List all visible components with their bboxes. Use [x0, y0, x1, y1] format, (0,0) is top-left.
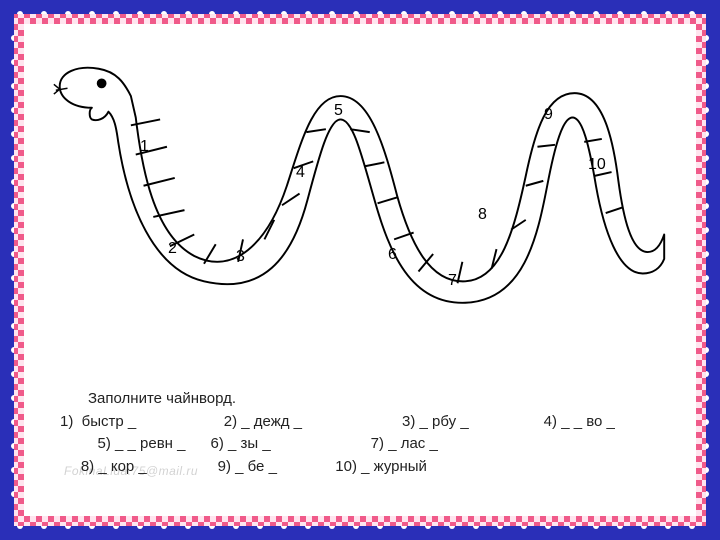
task-line: 1) быстр _ 2) _ дежд _ 3) _ рбу _ 4) _ _… [60, 411, 664, 434]
segment-number: 2 [168, 240, 177, 258]
watermark-text: FokinaLida.75@mail.ru [64, 464, 198, 478]
segment-number: 9 [544, 106, 553, 124]
segment-number: 4 [296, 164, 305, 182]
segment-number: 10 [588, 156, 606, 174]
segment-number: 7 [448, 272, 457, 290]
task-title: Заполните чайнворд. [60, 388, 664, 411]
snake-diagram: 1 2 3 4 5 6 7 8 9 10 [48, 36, 672, 316]
slide-frame: 1 2 3 4 5 6 7 8 9 10 Заполните чайнворд.… [0, 0, 720, 540]
segment-number: 1 [140, 138, 149, 156]
segment-number: 6 [388, 246, 397, 264]
segment-number: 8 [478, 206, 487, 224]
content-area: 1 2 3 4 5 6 7 8 9 10 Заполните чайнворд.… [28, 28, 692, 512]
task-line: 5) _ _ ревн _ 6) _ зы _ 7) _ лас _ [60, 433, 664, 456]
segment-number: 5 [334, 102, 343, 120]
segment-number: 3 [236, 248, 245, 266]
